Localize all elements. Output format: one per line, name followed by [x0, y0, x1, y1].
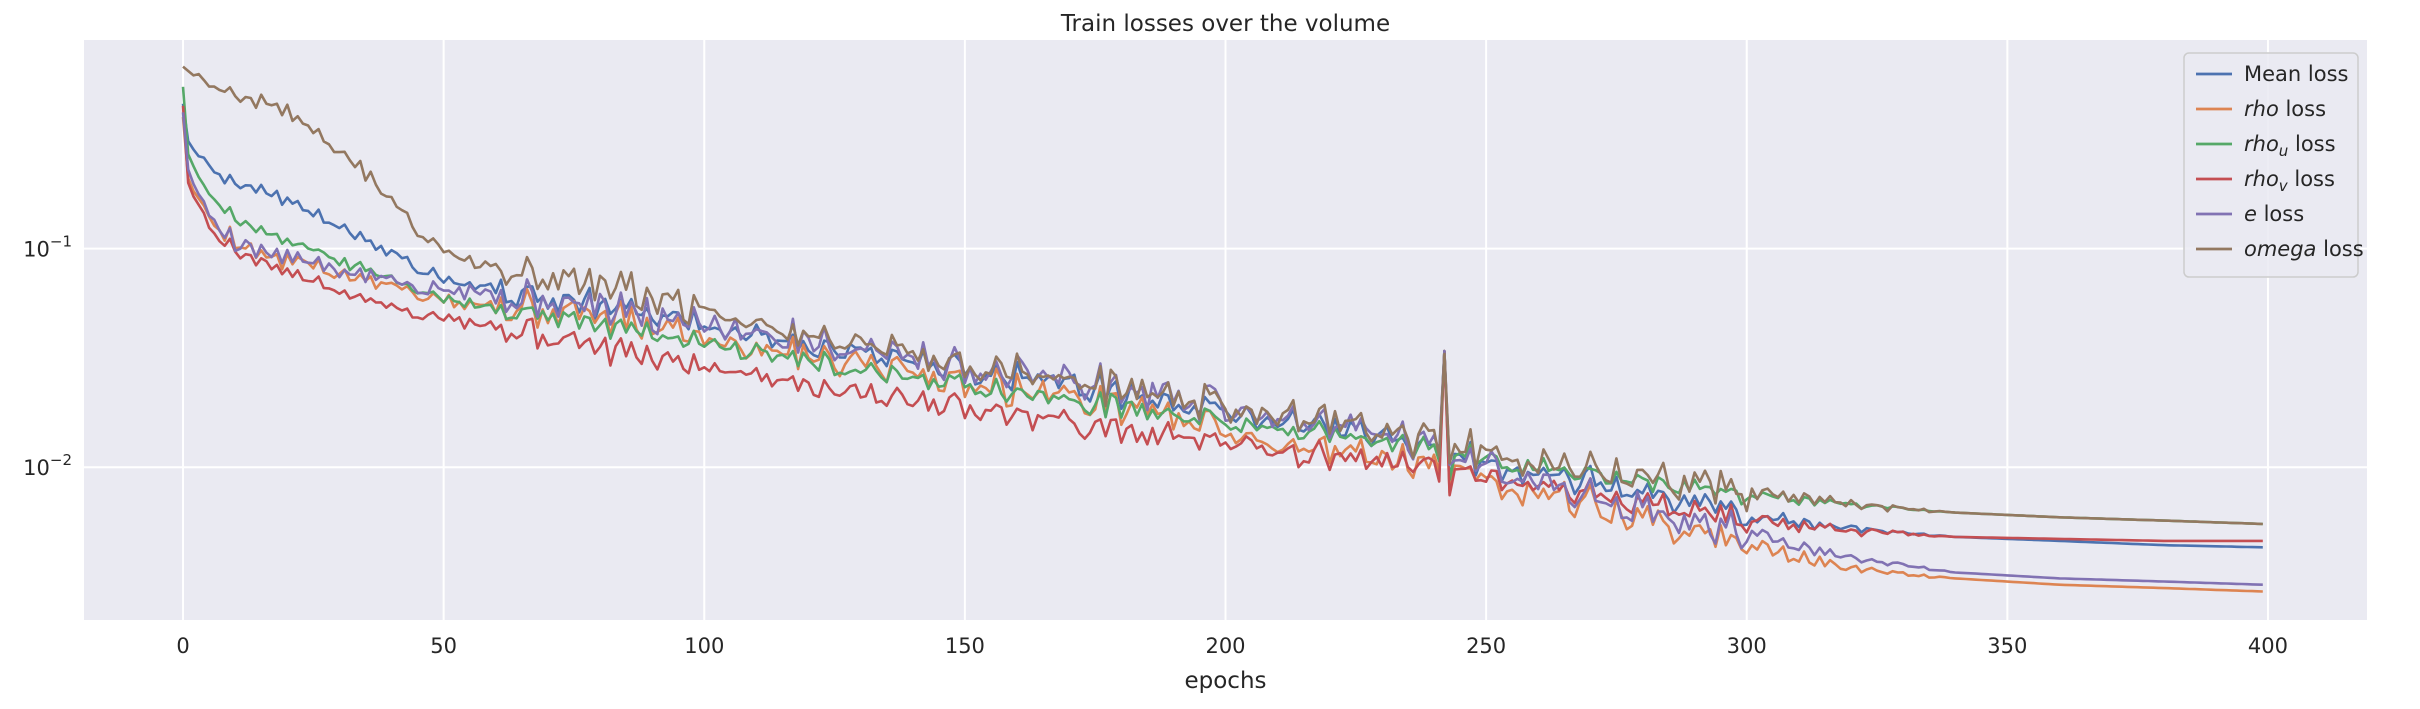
legend-entry: rho loss [2244, 97, 2326, 121]
legend-entry: rhov loss [2244, 167, 2335, 195]
x-tick-label: 150 [945, 634, 985, 658]
legend-entry: omega loss [2244, 237, 2364, 261]
x-tick-label: 200 [1205, 634, 1245, 658]
y-tick-label: 10−1 [23, 233, 72, 262]
x-tick-labels: 0 50 100 150 200 250 300 350 400 [176, 634, 2288, 658]
y-tick-labels: 10−2 10−1 [23, 233, 72, 481]
x-tick-label: 0 [176, 634, 189, 658]
x-tick-label: 350 [1987, 634, 2027, 658]
x-tick-label: 400 [2248, 634, 2288, 658]
x-axis-title: epochs [1184, 668, 1266, 694]
x-tick-label: 50 [430, 634, 457, 658]
series-lines [181, 65, 2263, 593]
legend-entry: e loss [2244, 202, 2304, 226]
x-tick-label: 100 [684, 634, 724, 658]
chart-title: Train losses over the volume [1060, 11, 1390, 37]
legend-entry: Mean loss [2244, 62, 2348, 86]
series-line-6 [182, 65, 2263, 526]
y-tick-label: 10−2 [23, 451, 72, 480]
x-tick-label: 250 [1466, 634, 1506, 658]
legend: Mean loss rho loss rhou loss rhov loss e los… [2183, 52, 2364, 278]
series-line-5 [181, 112, 2263, 586]
x-tick-label: 300 [1727, 634, 1767, 658]
series-line-4 [181, 105, 2263, 543]
legend-entry: rhou loss [2244, 132, 2336, 160]
series-line-2 [181, 116, 2263, 593]
